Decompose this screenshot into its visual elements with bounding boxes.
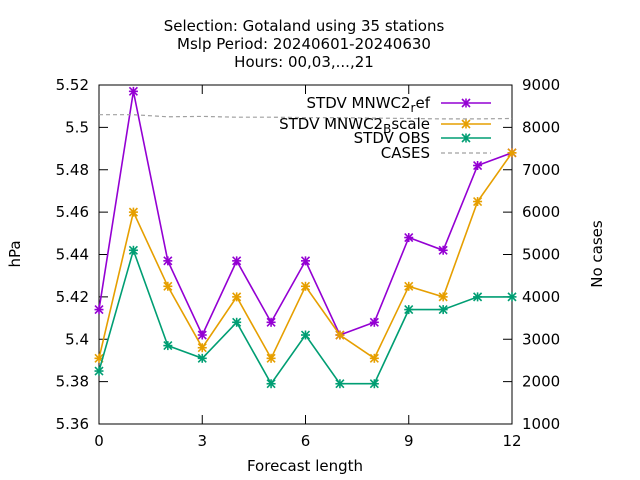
y2-tick-label: 7000 bbox=[522, 161, 560, 179]
title-line-1: Selection: Gotaland using 35 stations bbox=[164, 17, 445, 35]
data-point bbox=[232, 292, 242, 302]
x-tick-label: 12 bbox=[502, 432, 521, 450]
data-point bbox=[473, 196, 483, 207]
data-point bbox=[197, 330, 207, 340]
series-2 bbox=[94, 148, 517, 363]
y2-axis-ticks: 1000 2000 3000 4000 5000 6000 7000 8000 9000 bbox=[522, 76, 560, 433]
y-tick-label: 5.52 bbox=[56, 76, 89, 94]
y2-tick-label: 2000 bbox=[522, 373, 560, 391]
legend-marker bbox=[461, 119, 471, 129]
x-axis-label: Forecast length bbox=[247, 457, 363, 475]
y-tick-label: 5.4 bbox=[65, 330, 89, 348]
y-tick-label: 5.48 bbox=[56, 161, 89, 179]
y-tick-label: 5.44 bbox=[56, 246, 89, 264]
y2-tick-label: 9000 bbox=[522, 76, 560, 94]
y-tick-label: 5.36 bbox=[56, 415, 89, 433]
data-point bbox=[266, 353, 276, 363]
legend-marker bbox=[461, 133, 471, 143]
y-axis-ticks: 5.36 5.38 5.4 5.42 5.44 5.46 5.48 5.5 5.52 bbox=[56, 76, 512, 433]
series-layer bbox=[94, 86, 517, 389]
data-point bbox=[300, 281, 311, 291]
legend-entry: STDV OBS bbox=[354, 129, 491, 147]
title-line-2: Mslp Period: 20240601-20240630 bbox=[177, 35, 431, 53]
data-point bbox=[335, 330, 345, 340]
chart-title: Selection: Gotaland using 35 stations Ms… bbox=[164, 17, 445, 71]
data-point bbox=[94, 366, 104, 376]
legend-label: CASES bbox=[381, 144, 430, 162]
series-3 bbox=[94, 245, 517, 389]
legend-entry: STDV MNWC2ref bbox=[307, 94, 491, 115]
y2-tick-label: 8000 bbox=[522, 118, 560, 136]
data-point bbox=[438, 245, 448, 255]
y-tick-label: 5.46 bbox=[56, 203, 89, 221]
data-point bbox=[266, 317, 276, 327]
legend-label: STDV MNWC2Bscale bbox=[279, 115, 430, 136]
y2-tick-label: 1000 bbox=[522, 415, 560, 433]
y2-tick-label: 3000 bbox=[522, 330, 560, 348]
x-tick-label: 9 bbox=[404, 432, 414, 450]
data-point bbox=[473, 160, 483, 171]
y-tick-label: 5.42 bbox=[56, 288, 89, 306]
y2-tick-label: 4000 bbox=[522, 288, 560, 306]
data-point bbox=[369, 353, 379, 363]
y2-axis-label: No cases bbox=[588, 220, 606, 288]
data-point bbox=[404, 281, 414, 291]
data-point bbox=[507, 292, 517, 302]
data-point bbox=[438, 305, 448, 315]
x-axis-ticks: 0 3 6 9 12 bbox=[94, 85, 522, 450]
y2-tick-label: 5000 bbox=[522, 246, 560, 264]
data-point bbox=[404, 305, 414, 315]
legend-label: STDV OBS bbox=[354, 129, 430, 147]
y-axis-label: hPa bbox=[6, 240, 24, 267]
data-point bbox=[128, 207, 138, 217]
data-point bbox=[94, 305, 104, 315]
data-point bbox=[197, 343, 207, 353]
series-4 bbox=[99, 114, 513, 120]
data-point bbox=[232, 256, 242, 266]
series-1 bbox=[94, 86, 517, 340]
data-point bbox=[404, 232, 414, 243]
x-tick-label: 3 bbox=[197, 432, 207, 450]
data-point bbox=[300, 256, 311, 266]
data-point bbox=[369, 317, 379, 327]
y-tick-label: 5.38 bbox=[56, 373, 89, 391]
data-point bbox=[197, 353, 207, 363]
data-point bbox=[163, 256, 173, 266]
data-point bbox=[163, 341, 173, 351]
data-point bbox=[335, 379, 345, 389]
series-line bbox=[99, 114, 513, 120]
legend-entry: STDV MNWC2Bscale bbox=[279, 115, 491, 136]
legend-marker bbox=[461, 98, 471, 108]
data-point bbox=[128, 86, 138, 96]
data-point bbox=[128, 245, 138, 255]
data-point bbox=[369, 379, 379, 389]
data-point bbox=[507, 148, 517, 158]
data-point bbox=[163, 281, 173, 291]
data-point bbox=[300, 330, 311, 340]
plot-area bbox=[98, 84, 513, 425]
y2-tick-label: 6000 bbox=[522, 203, 560, 221]
data-point bbox=[473, 292, 483, 302]
legend-entry: CASES bbox=[381, 144, 491, 162]
data-point bbox=[266, 379, 276, 389]
x-tick-label: 6 bbox=[301, 432, 311, 450]
data-point bbox=[232, 317, 242, 327]
x-tick-label: 0 bbox=[94, 432, 104, 450]
y-tick-label: 5.5 bbox=[65, 118, 89, 136]
data-point bbox=[438, 292, 448, 302]
title-line-3: Hours: 00,03,...,21 bbox=[234, 53, 374, 71]
legend-label: STDV MNWC2ref bbox=[307, 94, 431, 115]
